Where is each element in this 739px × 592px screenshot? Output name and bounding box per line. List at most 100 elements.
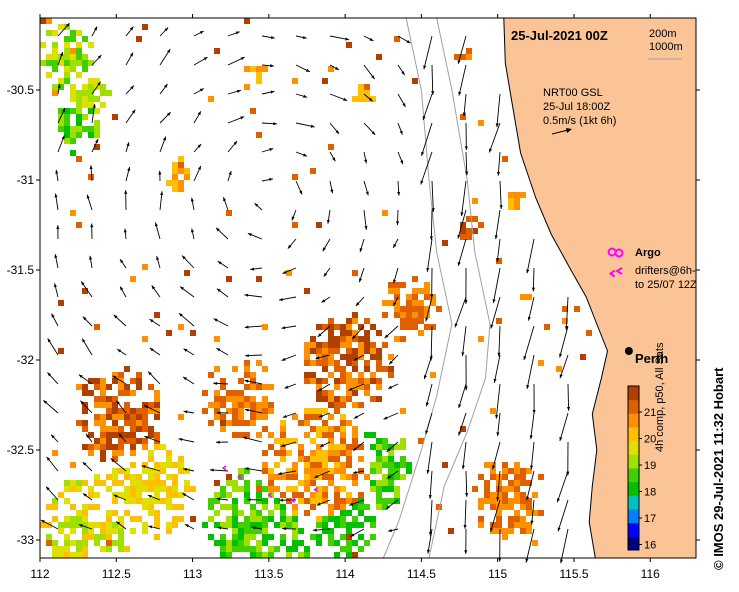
vector-head [242,436,247,440]
vector-shaft [488,122,501,153]
sst-pixel [478,516,484,522]
sst-pixel [268,444,274,450]
current-vector [458,412,467,436]
sst-pixel [220,522,226,528]
sst-pixel [322,342,328,348]
current-vector [496,412,501,437]
colorbar-tick-label: 19 [644,460,656,472]
vector-head [246,498,251,502]
sst-pixel [286,450,292,456]
sst-pixel [172,522,178,528]
current-vector [215,440,229,444]
vector-head [123,228,127,233]
vector-shaft [427,441,433,474]
sst-pixel [316,384,322,390]
sst-pixel [490,462,496,468]
vector-head [167,49,171,53]
sst-pixel [262,384,268,390]
sst-pixel [58,300,64,306]
sst-pixel [502,534,508,540]
sst-pixel [70,462,76,468]
sst-pixel [412,294,418,300]
sst-pixel [244,480,250,486]
sst-pixel [304,288,310,294]
sst-pixel [400,456,406,462]
sst-pixel [130,528,136,534]
sst-pixel [238,402,244,408]
current-vector [57,83,61,95]
sst-pixel [520,528,526,534]
vector-head [402,102,406,107]
sst-pixel [94,132,100,138]
sst-pixel [436,306,442,312]
sst-pixel [142,264,148,270]
sst-pixel [304,414,310,420]
sst-pixel [226,390,232,396]
sst-pixel [70,210,76,216]
sst-pixel [562,318,568,324]
sst-pixel [142,486,148,492]
sst-pixel [166,504,172,510]
sst-pixel [142,468,148,474]
sst-pixel [214,522,220,528]
vector-shaft [559,354,569,379]
sst-pixel [268,432,274,438]
vector-head [462,112,466,117]
sst-pixel [454,54,460,60]
sst-pixel [64,54,70,60]
vector-head [386,448,391,452]
drifter-legend-marker [615,267,623,275]
vector-head [46,486,50,491]
nrt-scale-arrowhead [566,128,572,133]
vector-head [213,381,217,385]
sst-pixel [148,468,154,474]
sst-pixel [166,330,172,336]
sst-pixel [286,468,292,474]
sst-pixel [352,552,358,558]
sst-pixel [214,540,220,546]
sst-pixel [52,30,58,36]
sst-pixel [52,540,58,546]
vector-shaft [430,325,433,361]
sst-pixel [304,546,310,552]
sst-pixel [418,288,424,294]
current-vector [183,348,195,356]
vector-head [254,203,259,207]
current-vector [353,412,365,419]
current-vector [497,325,501,357]
current-vector [564,296,569,330]
sst-pixel [178,186,184,192]
sst-pixel [388,468,394,474]
sst-pixel [376,384,382,390]
current-vector [244,293,263,298]
current-vector [227,31,240,37]
colorbar-segment [628,399,639,414]
sst-pixel [142,24,148,30]
current-vector [385,499,399,510]
vector-head [492,465,496,470]
sst-pixel [520,504,526,510]
vector-head [371,75,375,80]
sst-pixel [238,486,244,492]
sst-pixel [124,546,130,552]
sst-pixel [244,534,250,540]
sst-pixel [178,504,184,510]
sst-pixel [70,540,76,546]
sst-pixel [346,396,352,402]
sst-pixel [184,168,190,174]
sst-pixel [154,474,160,480]
current-vector [425,412,433,435]
sst-pixel [202,408,208,414]
sst-pixel [340,534,346,540]
sst-pixel [100,480,106,486]
sst-pixel [64,60,70,66]
sst-pixel [424,294,430,300]
current-vector [159,27,169,37]
current-vector [178,312,195,327]
vector-shaft [497,151,501,176]
vector-shaft [458,64,467,96]
current-vector [86,194,93,211]
vector-head [397,191,401,196]
sst-pixel [328,444,334,450]
sst-pixel [412,288,418,294]
